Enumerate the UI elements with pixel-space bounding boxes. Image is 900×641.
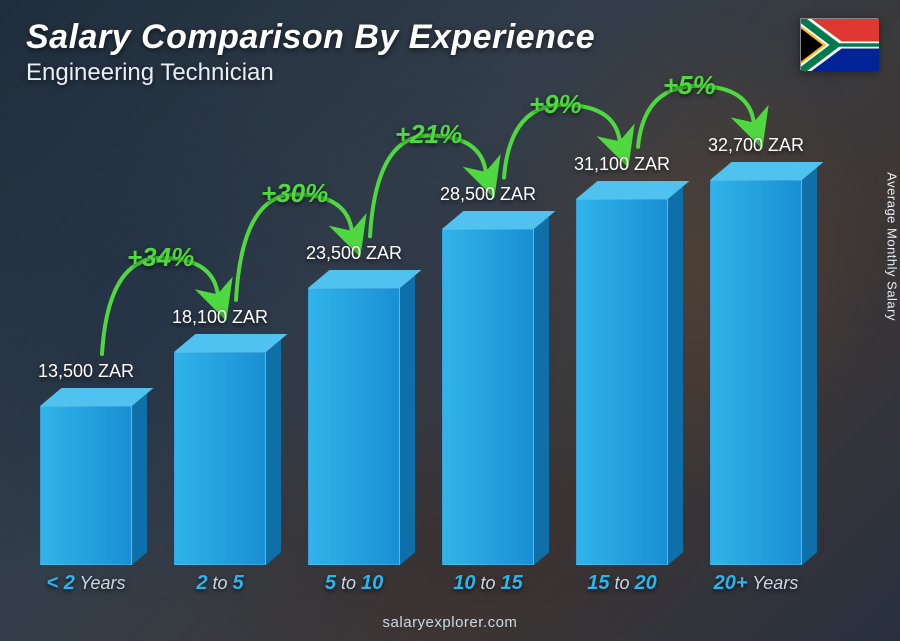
bar-value-label: 18,100 ZAR [156, 307, 285, 328]
chart-title: Salary Comparison By Experience [26, 18, 595, 57]
title-block: Salary Comparison By Experience Engineer… [26, 18, 595, 87]
bar-value-label: 31,100 ZAR [558, 154, 687, 175]
bar-category-label: 10 to 15 [424, 572, 553, 595]
bar-group: 13,500 ZAR< 2 Years [40, 120, 132, 593]
bar-group: 32,700 ZAR20+ Years [710, 120, 802, 593]
increment-label: +9% [529, 89, 582, 120]
chart-canvas: Salary Comparison By Experience Engineer… [0, 0, 900, 641]
bar-category-label: 15 to 20 [558, 572, 687, 595]
bar-group: 28,500 ZAR10 to 15 [442, 120, 534, 593]
bar-chart: 13,500 ZAR< 2 Years18,100 ZAR2 to 523,50… [40, 120, 840, 593]
bar-front [308, 288, 400, 565]
increment-label: +21% [395, 119, 462, 150]
bar-side-face [668, 186, 683, 565]
footer-attribution: salaryexplorer.com [0, 614, 900, 631]
bar-side-face [534, 217, 549, 565]
bar-category-label: < 2 Years [22, 572, 151, 595]
bar-value-label: 32,700 ZAR [692, 135, 821, 156]
increment-label: +30% [261, 178, 328, 209]
bar-value-label: 28,500 ZAR [424, 184, 553, 205]
increment-label: +34% [127, 242, 194, 273]
bar-side-face [802, 167, 817, 565]
bar-category-label: 20+ Years [692, 572, 821, 595]
bar-value-label: 23,500 ZAR [290, 243, 419, 264]
bar-group: 31,100 ZAR15 to 20 [576, 120, 668, 593]
bar-front [710, 180, 802, 565]
increment-label: +5% [663, 70, 716, 101]
bar-value-label: 13,500 ZAR [22, 361, 151, 382]
y-axis-label: Average Monthly Salary [885, 172, 900, 321]
bar-category-label: 5 to 10 [290, 572, 419, 595]
chart-subtitle: Engineering Technician [26, 59, 595, 87]
bar-category-label: 2 to 5 [156, 572, 285, 595]
bar-side-face [266, 339, 281, 565]
bar-front [576, 199, 668, 565]
bar-side-face [132, 393, 147, 565]
bar-front [40, 406, 132, 565]
bar-group: 18,100 ZAR2 to 5 [174, 120, 266, 593]
country-flag-icon [800, 18, 878, 70]
bar-front [442, 229, 534, 565]
bar-side-face [400, 276, 415, 565]
bar-front [174, 352, 266, 565]
